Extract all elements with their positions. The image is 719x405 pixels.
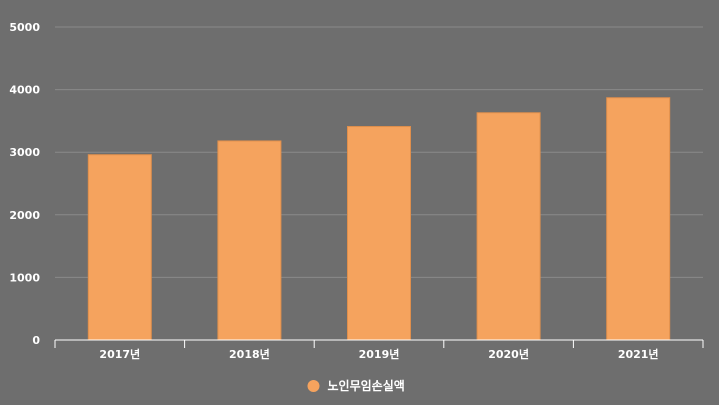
axes: 0 1000 2000 3000 4000 5000 2017년 2018년 2019년 2020…	[9, 21, 704, 361]
bar	[217, 140, 282, 341]
bar	[606, 97, 671, 341]
y-tick-label: 5000	[9, 21, 40, 34]
bar	[476, 112, 541, 341]
x-tick-label: 2021년	[618, 347, 659, 361]
legend[interactable]: 노인무임손실액	[307, 378, 405, 393]
x-tick-label: 2019년	[359, 347, 400, 361]
y-tick-label: 1000	[9, 271, 40, 284]
bar	[347, 126, 411, 341]
x-tick-label: 2017년	[99, 347, 140, 361]
legend-marker	[307, 380, 320, 392]
y-tick-label: 0	[32, 334, 40, 347]
bar	[87, 154, 152, 341]
y-tick-label: 4000	[9, 84, 40, 97]
legend-label: 노인무임손실액	[328, 378, 405, 393]
y-tick-label: 3000	[9, 146, 40, 159]
x-tick-label: 2020년	[488, 347, 529, 361]
y-tick-label: 2000	[9, 209, 40, 222]
x-tick-label: 2018년	[229, 347, 270, 361]
bars	[87, 97, 671, 341]
